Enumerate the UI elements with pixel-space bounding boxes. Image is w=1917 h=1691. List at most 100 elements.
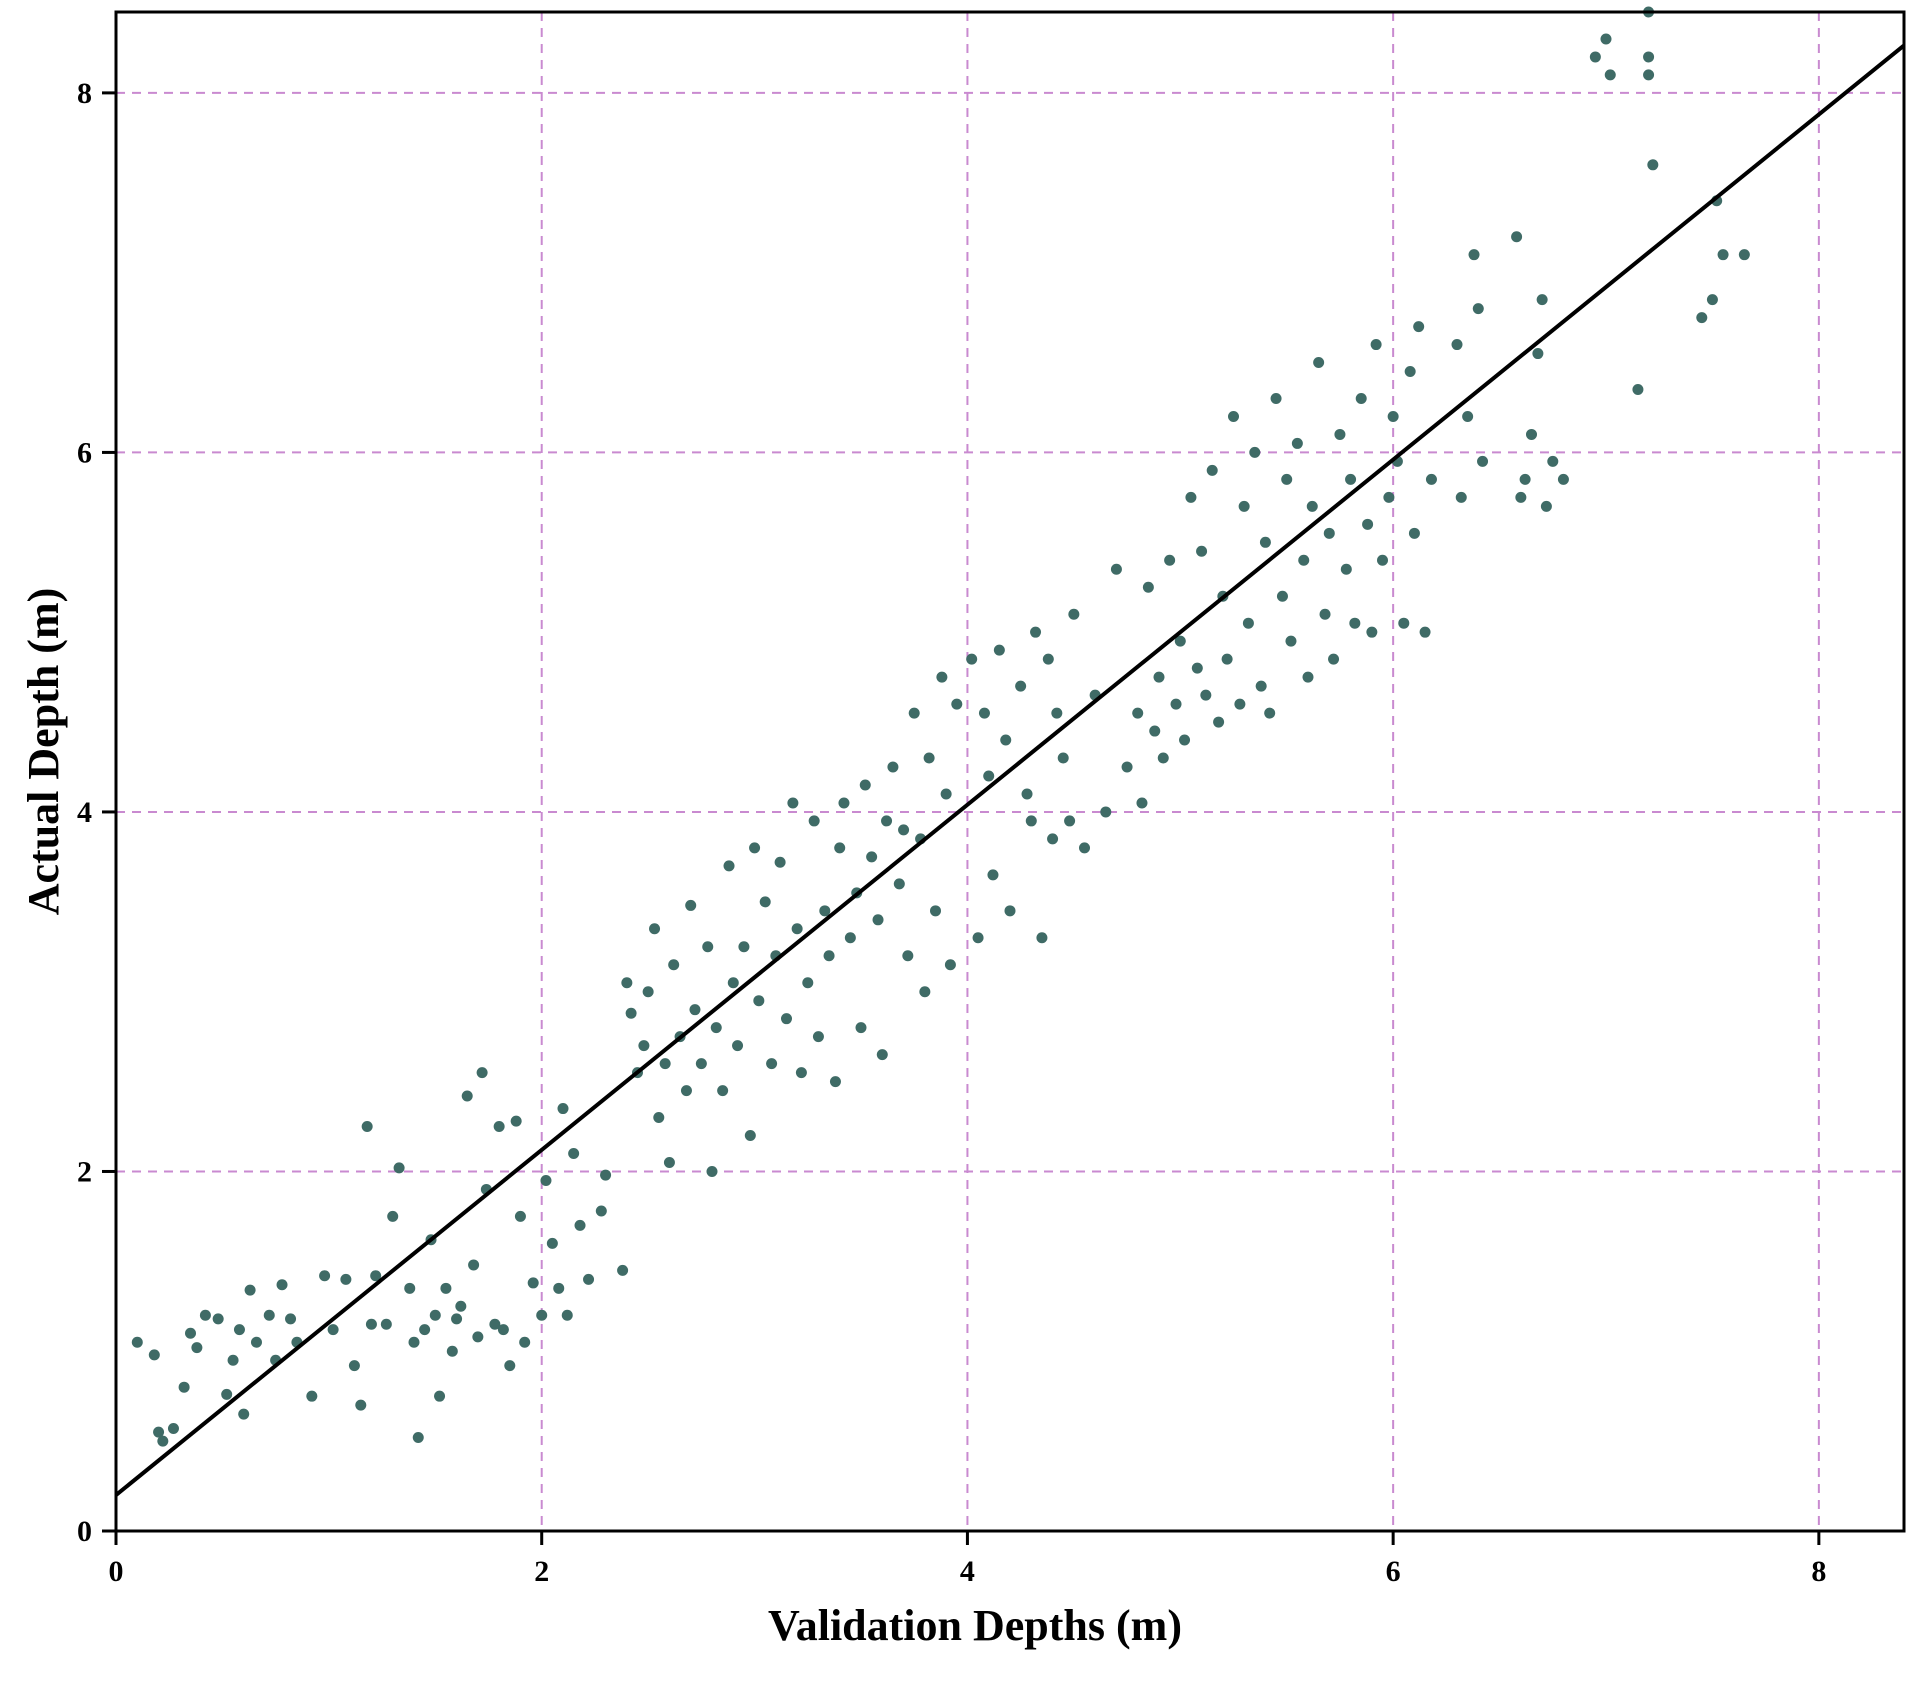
- data-point: [1632, 384, 1644, 396]
- data-point: [1313, 357, 1325, 369]
- data-point: [348, 1360, 360, 1372]
- x-tick-label: 2: [534, 1555, 549, 1588]
- data-point: [1589, 51, 1601, 63]
- data-point: [340, 1273, 352, 1285]
- data-point: [1370, 339, 1382, 351]
- data-point: [1242, 617, 1254, 629]
- data-point: [355, 1399, 367, 1411]
- data-point: [753, 995, 765, 1007]
- data-point: [1121, 761, 1133, 773]
- data-point: [1100, 806, 1112, 818]
- data-point: [1604, 69, 1616, 81]
- data-point: [1643, 69, 1655, 81]
- data-point: [1185, 491, 1197, 503]
- data-point: [1425, 473, 1437, 485]
- data-points: [131, 6, 1750, 1447]
- data-point: [408, 1336, 420, 1348]
- data-point: [319, 1270, 331, 1282]
- data-point: [221, 1388, 233, 1400]
- data-point: [881, 815, 893, 827]
- data-point: [972, 932, 984, 944]
- data-point: [1153, 671, 1165, 683]
- data-point: [621, 977, 633, 989]
- data-point: [568, 1147, 580, 1159]
- data-point: [1132, 707, 1144, 719]
- data-point: [1057, 752, 1069, 764]
- data-point: [993, 644, 1005, 656]
- data-point: [583, 1273, 595, 1285]
- data-point: [1191, 662, 1203, 674]
- data-point: [638, 1040, 650, 1052]
- data-point: [951, 698, 963, 710]
- data-point: [461, 1090, 473, 1102]
- data-point: [685, 899, 697, 911]
- data-point: [919, 986, 931, 998]
- data-point: [1255, 680, 1267, 692]
- data-point: [1515, 491, 1527, 503]
- data-point: [1142, 581, 1154, 593]
- data-point: [653, 1112, 665, 1124]
- data-point: [185, 1327, 196, 1339]
- data-point: [1196, 545, 1208, 557]
- data-point: [1249, 446, 1261, 458]
- data-point: [365, 1318, 377, 1330]
- data-point: [823, 950, 835, 962]
- data-point: [489, 1318, 501, 1330]
- data-point: [1377, 554, 1388, 566]
- data-point: [1228, 410, 1239, 422]
- data-point: [434, 1390, 446, 1402]
- data-point: [561, 1309, 573, 1321]
- data-point: [766, 1058, 778, 1070]
- x-tick-label: 4: [960, 1555, 975, 1588]
- data-point: [546, 1237, 558, 1249]
- data-point: [893, 878, 905, 890]
- data-point: [429, 1309, 441, 1321]
- data-point: [1298, 554, 1310, 566]
- fit-line: [114, 43, 1906, 1497]
- data-point: [1302, 671, 1314, 683]
- data-point: [759, 896, 771, 908]
- data-point: [1306, 500, 1318, 512]
- y-tick-label: 8: [77, 77, 92, 110]
- data-point: [1345, 473, 1357, 485]
- data-point: [659, 1058, 671, 1070]
- fit-line-layer: [114, 43, 1906, 1497]
- data-point: [795, 1067, 807, 1079]
- data-point: [1355, 392, 1367, 404]
- data-point: [689, 1004, 701, 1016]
- data-point: [1068, 608, 1080, 620]
- data-point: [1477, 455, 1489, 467]
- data-point: [1291, 437, 1303, 449]
- data-point: [1404, 366, 1416, 378]
- data-point: [1738, 249, 1750, 261]
- data-point: [902, 950, 914, 962]
- data-point: [966, 653, 978, 665]
- data-point: [1462, 410, 1474, 422]
- data-point: [1238, 500, 1250, 512]
- data-point: [1540, 500, 1552, 512]
- data-point: [557, 1103, 569, 1115]
- data-point: [844, 932, 856, 944]
- data-point: [1221, 653, 1233, 665]
- data-point: [370, 1270, 382, 1282]
- data-point: [649, 923, 661, 935]
- data-point: [510, 1115, 522, 1127]
- data-point: [1319, 608, 1331, 620]
- data-point: [987, 869, 999, 881]
- data-point: [1157, 752, 1169, 764]
- data-point: [387, 1210, 399, 1222]
- axis-ticks: 0 2 4 6 8 0 2 4 6 8: [77, 77, 1826, 1588]
- data-point: [440, 1282, 452, 1294]
- data-point: [872, 914, 884, 926]
- data-point: [1383, 491, 1395, 503]
- data-point: [802, 977, 814, 989]
- data-point: [1234, 698, 1246, 710]
- data-point: [1387, 410, 1399, 422]
- data-point: [468, 1259, 480, 1271]
- data-point: [1164, 554, 1176, 566]
- y-axis-title: Actual Depth (m): [19, 588, 68, 916]
- data-point: [1340, 563, 1352, 575]
- grid-lines: [116, 12, 1904, 1531]
